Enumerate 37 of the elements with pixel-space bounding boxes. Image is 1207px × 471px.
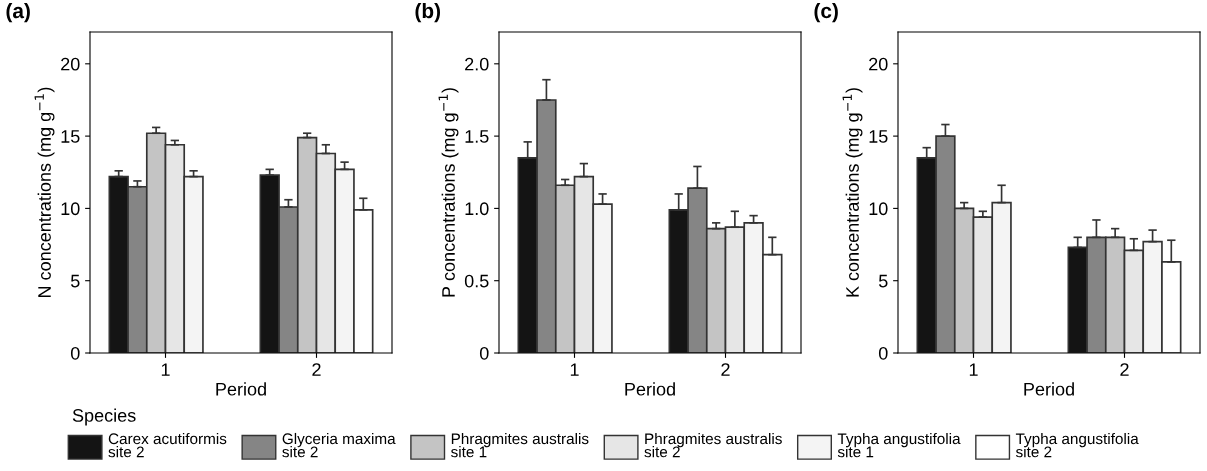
- x-tick-label: 2: [721, 363, 730, 376]
- y-tick-label: 2.0: [465, 57, 489, 71]
- x-axis-title: Period: [216, 382, 266, 396]
- chart-title: (b): [415, 2, 441, 23]
- y-tick-label: 5: [70, 274, 80, 288]
- y-axis-title: N concentrations (mg g$^{−1}$): [34, 87, 55, 298]
- y-tick-label: 15: [61, 130, 80, 143]
- x-tick-label: 2: [312, 363, 321, 376]
- y-axis-title: P concentrations (mg g$^{−1}$): [438, 88, 459, 297]
- y-tick-label: 0.5: [464, 274, 489, 288]
- x-tick-label: 1: [161, 363, 170, 376]
- y-tick-label: 20: [61, 57, 80, 71]
- y-tick-label: 20: [869, 57, 888, 71]
- legend-title: Species: [72, 408, 136, 426]
- x-axis-title: Period: [625, 382, 675, 396]
- x-tick-label: 2: [1120, 363, 1129, 376]
- legend-label: Typha angustifolia site 2: [1015, 432, 1139, 458]
- y-tick-label: 0: [70, 346, 80, 360]
- legend-label: Carex acutiformis site 2: [108, 432, 227, 458]
- legend-label: Phragmites australis site 2: [644, 432, 782, 458]
- y-tick-label: 15: [869, 130, 888, 143]
- y-axis-title: K concentrations (mg g$^{−1}$): [842, 88, 863, 297]
- y-tick-label: 1.0: [465, 202, 489, 216]
- x-tick-label: 1: [570, 363, 579, 376]
- legend-label: Phragmites australis site 1: [451, 432, 589, 458]
- chart-title: (a): [6, 2, 30, 23]
- x-axis-title: Period: [1024, 382, 1074, 396]
- y-tick-label: 1.5: [465, 130, 489, 143]
- y-tick-label: 10: [61, 202, 80, 216]
- legend-label: Typha angustifolia site 1: [837, 432, 961, 458]
- y-tick-label: 0: [479, 346, 489, 360]
- y-tick-label: 10: [869, 202, 888, 216]
- y-tick-label: 5: [878, 274, 888, 288]
- legend-label: Glyceria maxima site 2: [282, 432, 396, 458]
- chart-title: (c): [814, 2, 838, 23]
- x-tick-label: 1: [969, 363, 978, 376]
- y-tick-label: 0: [878, 346, 888, 360]
